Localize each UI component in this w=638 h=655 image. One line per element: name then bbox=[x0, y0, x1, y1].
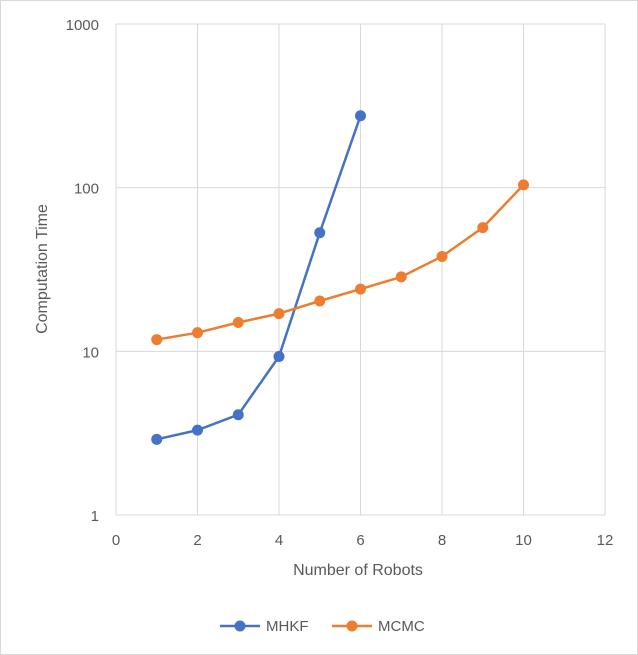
data-point-mcmc bbox=[436, 250, 448, 262]
data-point-mcmc bbox=[518, 179, 529, 191]
series-line-mcmc bbox=[156, 184, 525, 341]
y-tick-label: 100 bbox=[74, 181, 99, 198]
x-tick-label: 0 bbox=[112, 532, 120, 549]
data-point-mhkf bbox=[192, 424, 203, 436]
data-point-mcmc bbox=[355, 283, 366, 295]
legend-item-mcmc: MCMC bbox=[332, 618, 425, 635]
x-tick-label: 6 bbox=[356, 532, 364, 549]
data-point-mhkf bbox=[151, 433, 163, 445]
x-tick-label: 12 bbox=[597, 532, 614, 549]
data-point-mcmc bbox=[151, 334, 163, 346]
gridlines bbox=[115, 23, 606, 516]
legend-swatch-marker bbox=[234, 620, 246, 632]
x-tick-label: 8 bbox=[438, 532, 446, 549]
data-point-mhkf bbox=[273, 350, 285, 362]
data-point-mcmc bbox=[314, 295, 326, 307]
y-axis-ticks: 1 10 100 1000 bbox=[66, 17, 99, 525]
legend-item-mhkf: MHKF bbox=[220, 618, 309, 635]
data-point-mcmc bbox=[477, 222, 489, 234]
data-point-mhkf bbox=[232, 409, 244, 421]
data-point-mcmc bbox=[395, 271, 407, 283]
legend-label: MCMC bbox=[378, 618, 425, 635]
data-point-mhkf bbox=[355, 110, 366, 122]
data-point-mcmc bbox=[232, 317, 244, 329]
series-mhkf bbox=[151, 110, 366, 445]
x-axis-title: Number of Robots bbox=[293, 562, 423, 579]
series-mcmc bbox=[151, 179, 529, 346]
series-line-mhkf bbox=[156, 115, 362, 441]
y-tick-label: 10 bbox=[82, 344, 99, 361]
legend-label: MHKF bbox=[266, 618, 309, 635]
y-tick-label: 1 bbox=[91, 508, 99, 525]
legend-swatch-marker bbox=[346, 620, 358, 632]
y-axis-title: Computation Time bbox=[34, 204, 51, 334]
data-point-mcmc bbox=[192, 327, 203, 339]
x-tick-label: 10 bbox=[515, 532, 532, 549]
data-point-mhkf bbox=[314, 227, 326, 239]
x-tick-label: 2 bbox=[193, 532, 201, 549]
series-layer bbox=[151, 110, 529, 445]
x-tick-label: 4 bbox=[275, 532, 283, 549]
data-point-mcmc bbox=[273, 308, 285, 320]
y-tick-label: 1000 bbox=[66, 17, 99, 34]
legend: MHKF MCMC bbox=[220, 618, 425, 635]
x-axis-ticks: 0 2 4 6 8 10 12 bbox=[112, 532, 614, 549]
